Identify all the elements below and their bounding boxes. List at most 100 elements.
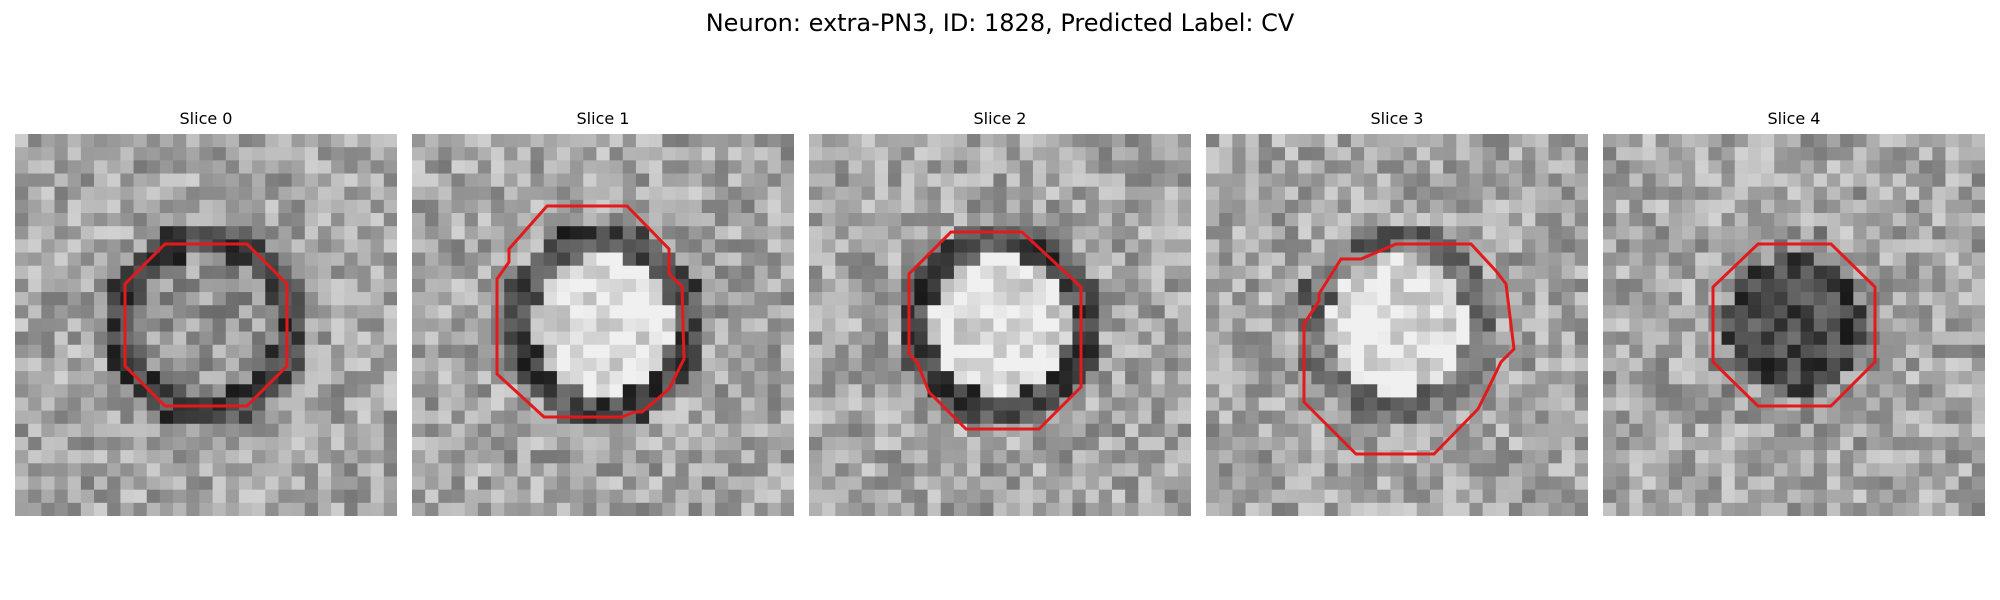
image-pixel <box>1138 239 1153 254</box>
image-pixel <box>1603 502 1617 516</box>
image-pixel <box>1311 489 1326 504</box>
image-pixel <box>1879 213 1894 227</box>
image-pixel <box>94 371 108 385</box>
image-pixel <box>1085 436 1100 451</box>
image-pixel <box>67 147 82 161</box>
image-pixel <box>425 226 439 240</box>
image-pixel <box>822 173 836 188</box>
image-pixel <box>1826 450 1841 464</box>
image-pixel <box>1747 305 1762 320</box>
image-pixel <box>1840 160 1854 175</box>
image-pixel <box>1377 423 1392 438</box>
image-pixel <box>714 173 729 188</box>
image-pixel <box>1245 410 1260 425</box>
image-pixel <box>1046 199 1060 214</box>
image-pixel <box>754 357 769 372</box>
image-pixel <box>1258 344 1273 359</box>
image-pixel <box>1629 357 1644 372</box>
image-pixel <box>344 410 359 425</box>
image-pixel <box>464 239 479 254</box>
image-pixel <box>425 252 439 267</box>
image-pixel <box>622 278 637 293</box>
image-pixel <box>1337 186 1352 201</box>
image-pixel <box>451 239 466 254</box>
image-pixel <box>1151 489 1166 504</box>
image-pixel <box>809 134 823 148</box>
image-pixel <box>1364 357 1378 372</box>
image-pixel <box>1232 134 1247 148</box>
image-pixel <box>344 252 359 267</box>
image-pixel <box>754 186 769 201</box>
image-pixel <box>980 476 995 491</box>
image-pixel <box>1285 173 1299 188</box>
image-pixel <box>464 331 479 346</box>
image-pixel <box>464 134 479 148</box>
image-pixel <box>1879 278 1894 293</box>
image-pixel <box>888 489 902 504</box>
image-pixel <box>1271 160 1286 175</box>
image-pixel <box>940 265 955 280</box>
image-pixel <box>278 489 293 504</box>
image-pixel <box>1350 292 1365 306</box>
image-pixel <box>186 502 201 516</box>
image-pixel <box>1668 357 1683 372</box>
image-pixel <box>1337 134 1352 148</box>
image-pixel <box>622 186 637 201</box>
image-pixel <box>967 331 981 346</box>
image-pixel <box>1403 265 1418 280</box>
image-pixel <box>822 331 836 346</box>
image-pixel <box>1603 463 1617 478</box>
image-pixel <box>1232 384 1247 399</box>
image-pixel <box>464 410 479 425</box>
image-pixel <box>1603 371 1617 385</box>
image-pixel <box>1311 397 1326 412</box>
image-pixel <box>67 463 82 478</box>
image-pixel <box>291 331 306 346</box>
image-pixel <box>635 226 650 240</box>
image-pixel <box>186 357 201 372</box>
image-pixel <box>1826 476 1841 491</box>
image-pixel <box>953 344 968 359</box>
image-pixel <box>1945 463 1960 478</box>
image-pixel <box>1032 423 1047 438</box>
image-pixel <box>1377 357 1392 372</box>
image-pixel <box>675 463 690 478</box>
image-pixel <box>583 502 598 516</box>
image-pixel <box>1840 489 1854 504</box>
image-pixel <box>1866 502 1881 516</box>
image-pixel <box>94 331 108 346</box>
image-pixel <box>1522 239 1536 254</box>
image-pixel <box>491 384 505 399</box>
image-pixel <box>1629 331 1644 346</box>
image-pixel <box>1219 305 1233 320</box>
image-pixel <box>570 502 584 516</box>
image-pixel <box>1298 476 1312 491</box>
image-pixel <box>822 226 836 240</box>
image-pixel <box>822 450 836 464</box>
image-pixel <box>688 344 703 359</box>
image-pixel <box>543 305 558 320</box>
image-pixel <box>1800 147 1815 161</box>
image-pixel <box>1574 410 1588 425</box>
image-pixel <box>1535 160 1550 175</box>
image-pixel <box>1708 252 1723 267</box>
image-pixel <box>1271 357 1286 372</box>
image-pixel <box>212 318 227 333</box>
image-pixel <box>662 357 677 372</box>
image-pixel <box>927 278 942 293</box>
image-pixel <box>927 226 942 240</box>
image-pixel <box>67 384 82 399</box>
image-pixel <box>291 397 306 412</box>
image-pixel <box>1403 252 1418 267</box>
image-pixel <box>1548 292 1563 306</box>
image-pixel <box>1032 252 1047 267</box>
image-pixel <box>1258 265 1273 280</box>
image-pixel <box>1429 186 1444 201</box>
image-pixel <box>728 450 742 464</box>
image-pixel <box>54 292 69 306</box>
image-pixel <box>252 489 266 504</box>
image-pixel <box>1443 252 1457 267</box>
image-pixel <box>1032 502 1047 516</box>
image-pixel <box>835 450 850 464</box>
image-pixel <box>1125 305 1139 320</box>
